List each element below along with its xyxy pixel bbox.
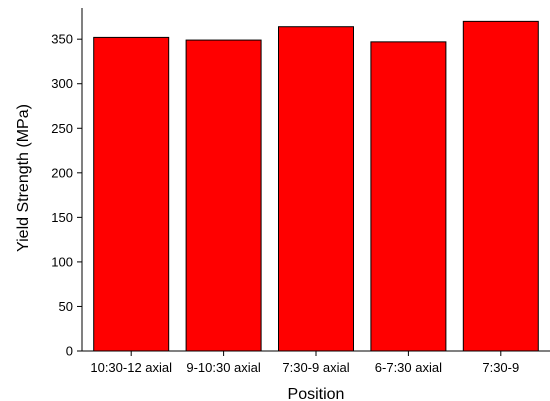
y-tick-label: 200 xyxy=(51,165,73,180)
y-tick-label: 0 xyxy=(66,344,73,359)
y-tick-label: 50 xyxy=(59,299,73,314)
y-tick-label: 100 xyxy=(51,254,73,269)
y-tick-label: 350 xyxy=(51,32,73,47)
bar-2 xyxy=(185,39,262,352)
x-tick-label: 9-10:30 axial xyxy=(186,360,261,375)
x-axis-label: Position xyxy=(288,386,345,401)
bars-group xyxy=(93,20,539,352)
x-ticks-group: 10:30-12 axial 9-10:30 axial 7:30-9 axial 6… xyxy=(90,351,519,375)
y-tick-label: 150 xyxy=(51,210,73,225)
bar-3 xyxy=(278,26,354,352)
bar-4 xyxy=(370,41,447,352)
x-tick-label: 10:30-12 axial xyxy=(90,360,172,375)
y-ticks-group: 0 50 100 150 200 250 300 350 xyxy=(51,32,82,359)
y-tick-label: 250 xyxy=(51,121,73,136)
y-axis-label: Yield Strength (MPa) xyxy=(15,104,32,252)
y-tick-label: 300 xyxy=(51,76,73,91)
x-tick-label: 7:30-9 axial xyxy=(282,360,349,375)
bar-5 xyxy=(462,20,539,352)
x-tick-label: 6-7:30 axial xyxy=(375,360,442,375)
bar-1 xyxy=(93,36,170,352)
x-tick-label: 7:30-9 xyxy=(482,360,519,375)
